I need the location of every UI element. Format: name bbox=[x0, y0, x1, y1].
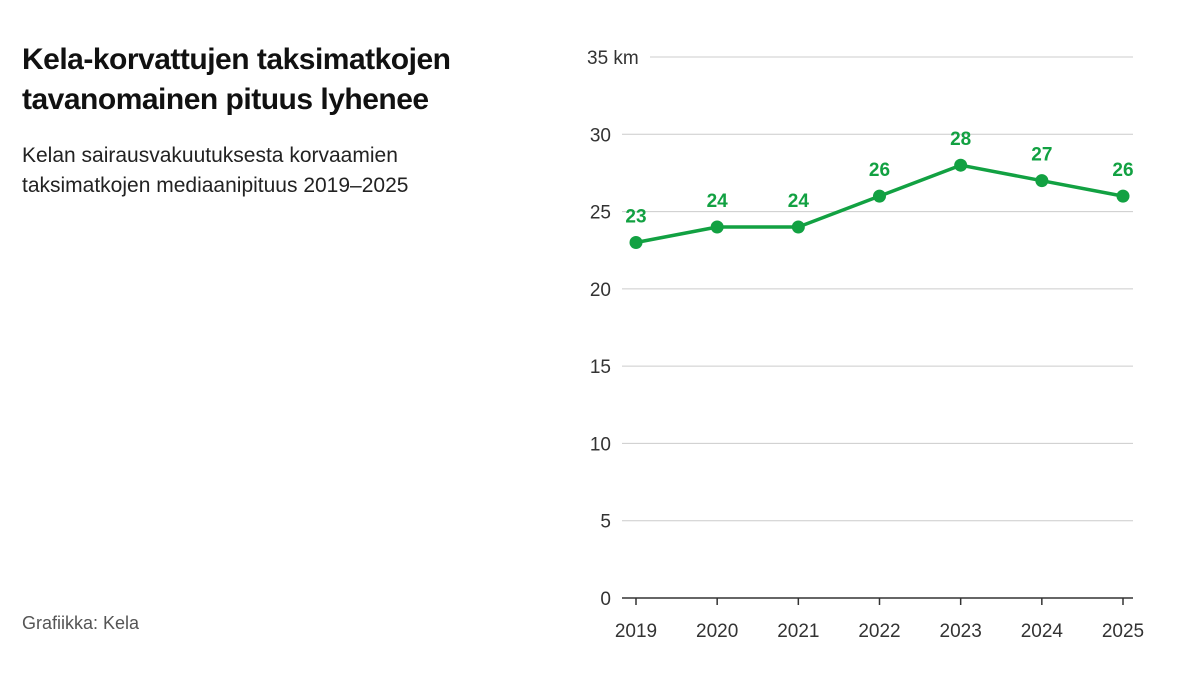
y-tick-label: 5 bbox=[600, 512, 611, 533]
y-tick-label: 30 bbox=[590, 125, 611, 146]
data-point bbox=[629, 235, 643, 249]
data-point bbox=[710, 220, 724, 234]
y-tick-label: 35 km bbox=[587, 48, 639, 69]
data-label: 24 bbox=[707, 191, 729, 212]
data-labels: 23 24 24 26 28 27 26 bbox=[625, 129, 1133, 227]
x-tick-label: 2025 bbox=[1102, 621, 1144, 642]
x-tick-label: 2021 bbox=[777, 621, 819, 642]
x-tick-label: 2020 bbox=[696, 621, 738, 642]
data-label: 24 bbox=[788, 191, 810, 212]
source-credit: Grafiikka: Kela bbox=[22, 613, 140, 633]
x-tick-label: 2022 bbox=[858, 621, 900, 642]
data-point bbox=[1035, 174, 1049, 188]
data-label: 27 bbox=[1031, 145, 1052, 166]
chart-subtitle: Kelan sairausvakuutuksesta korvaamien ta… bbox=[22, 144, 409, 197]
data-label: 28 bbox=[950, 129, 971, 150]
data-points bbox=[629, 158, 1130, 249]
x-axis: 2019 2020 2021 2022 2023 2024 2025 bbox=[615, 597, 1144, 642]
chart-title: Kela-korvattujen taksimatkojen tavanomai… bbox=[22, 43, 451, 116]
y-tick-label: 25 bbox=[590, 203, 611, 224]
y-tick-label: 0 bbox=[600, 589, 611, 610]
y-axis-ticks: 0 5 10 15 20 25 30 35 km bbox=[587, 48, 639, 610]
data-point bbox=[954, 158, 968, 172]
data-point bbox=[1116, 189, 1130, 203]
data-label: 23 bbox=[625, 206, 646, 227]
y-unit-label: km bbox=[608, 48, 639, 69]
x-tick-label: 2019 bbox=[615, 621, 657, 642]
data-label: 26 bbox=[1112, 160, 1133, 181]
y-tick-label: 15 bbox=[590, 357, 611, 378]
x-tick-label: 2024 bbox=[1021, 621, 1064, 642]
data-point bbox=[873, 189, 886, 203]
y-tick-label: 10 bbox=[590, 434, 611, 455]
grid-lines bbox=[622, 56, 1133, 522]
y-tick-label: 20 bbox=[590, 280, 611, 301]
x-tick-label: 2023 bbox=[940, 621, 982, 642]
data-point bbox=[791, 220, 805, 234]
data-label: 26 bbox=[869, 160, 890, 181]
